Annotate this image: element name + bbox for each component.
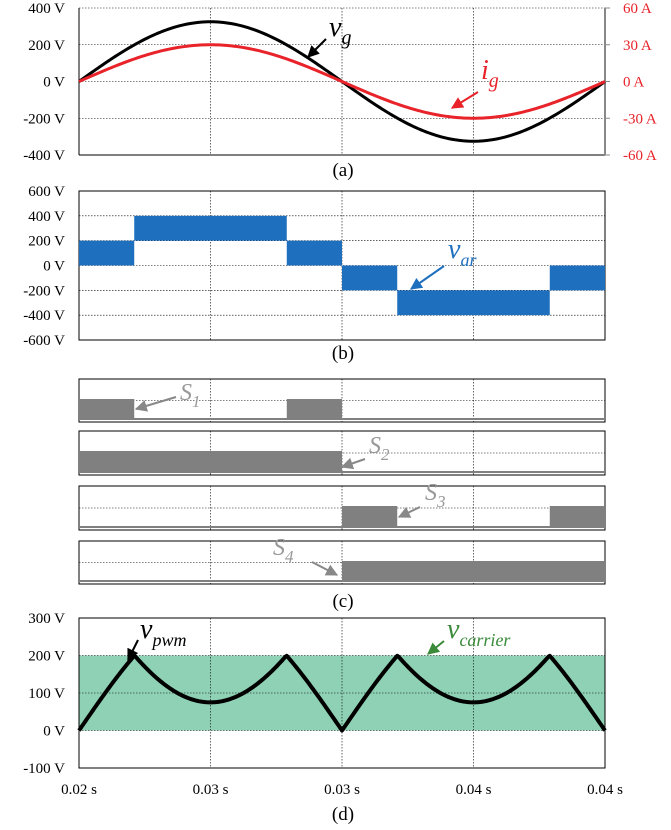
arrow-s3 [397,506,421,518]
panel-a: 400 V 200 V 0 V -200 V -400 V 60 A 30 A 0 A -30 … [23,1,657,164]
b-y-tick-label: -400 V [23,308,65,324]
caption-a: (a) [332,160,353,181]
arrow-ig [450,91,479,109]
arrow-s2 [340,457,366,470]
b-y-tick-label: -600 V [23,333,65,349]
arrow-vg [307,38,327,58]
label-var: var [448,234,477,270]
b-y-tick-label: 200 V [28,234,65,250]
plot-border [78,617,606,769]
arrow-vpwm [127,639,139,662]
var-band [397,290,550,316]
b-y-tick-label: -200 V [23,283,65,299]
var-band [286,240,342,266]
var-band [342,265,398,291]
caption-c: (c) [332,591,353,612]
label-vg: vg [329,12,351,49]
caption-d: (d) [332,804,354,825]
arrow-s4 [311,561,339,576]
var-band [79,240,135,266]
switch-on-pulse-S4 [342,561,605,581]
a-y-tick-label: 200 V [28,38,65,54]
a-y-tick-label: -200 V [23,111,65,127]
label-s2: S2 [369,433,390,464]
label-ig: ig [481,55,499,92]
panel-d: 300 V 200 V 100 V 0 V -100 V 0.02 s 0.03 s 0.03… [23,611,623,798]
x-tick-label: 0.04 s [456,782,492,798]
x-tick-label: 0.03 s [324,782,360,798]
d-y-tick-label: -100 V [23,761,65,777]
a-right-tick-label: 60 A [623,1,652,17]
b-y-tick-label: 400 V [28,209,65,225]
arrow-var [410,265,445,290]
series-vpwm [77,653,607,733]
series-ig [78,43,606,120]
label-s1: S1 [180,380,201,411]
var-band [549,265,605,291]
switch-on-pulse-S1 [79,399,135,419]
a-y-tick-label: 0 V [43,75,65,91]
d-y-tick-label: 100 V [28,686,65,702]
panel-b: 600 V 400 V 200 V 0 V -200 V -400 V -600 V [23,184,606,349]
x-tick-label: 0.03 s [193,782,229,798]
a-right-tick-label: -60 A [623,148,657,164]
d-y-tick-label: 0 V [43,724,65,740]
label-vpwm: vpwm [140,614,186,650]
a-right-tick-label: 30 A [623,38,652,54]
caption-b: (b) [332,343,354,364]
x-tick-label: 0.02 s [61,782,97,798]
switch-on-pulse-S1 [286,399,342,419]
a-right-tick-label: 0 A [623,75,644,91]
panel-c [78,378,606,585]
d-y-tick-label: 300 V [28,611,65,627]
switch-on-pulse-S2 [79,451,342,472]
label-vcarrier: vcarrier [447,614,511,650]
label-s4: S4 [273,535,294,566]
switch-on-pulse-S3 [342,506,398,527]
x-tick-label: 0.04 s [587,782,623,798]
arrow-vcarrier [427,640,445,655]
a-y-tick-label: -400 V [23,148,65,164]
b-y-tick-label: 0 V [43,259,65,275]
d-y-tick-label: 200 V [28,649,65,665]
switch-on-pulse-S3 [549,506,605,527]
a-y-tick-label: 400 V [28,1,65,17]
var-band [134,215,287,241]
b-y-tick-label: 600 V [28,184,65,200]
label-s3: S3 [425,480,446,511]
a-right-tick-label: -30 A [623,111,657,127]
arrow-s1 [134,396,177,412]
